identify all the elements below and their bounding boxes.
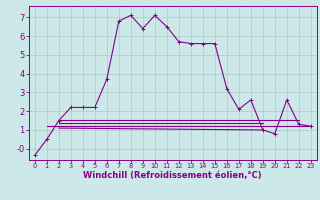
- X-axis label: Windchill (Refroidissement éolien,°C): Windchill (Refroidissement éolien,°C): [84, 171, 262, 180]
